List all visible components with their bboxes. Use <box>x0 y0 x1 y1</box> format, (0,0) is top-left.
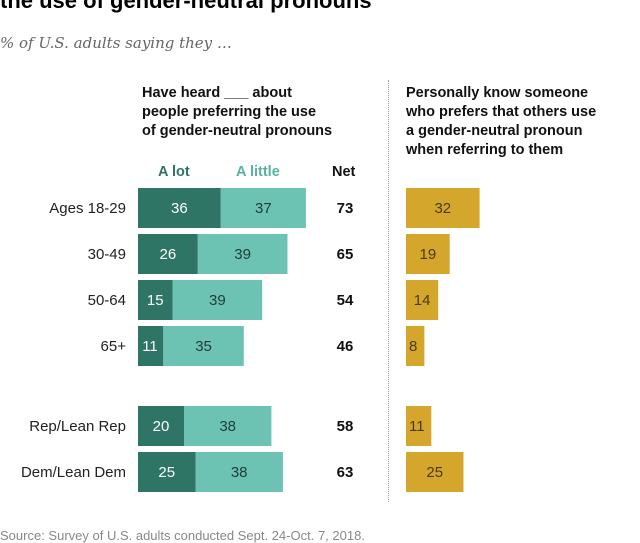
bar-know <box>406 406 432 446</box>
data-label-know: 8 <box>409 338 417 355</box>
data-label-a-lot: 36 <box>171 200 188 217</box>
heard-column-header: Have heard ___ about people preferring t… <box>142 84 332 141</box>
category-label: 30-49 <box>88 246 126 263</box>
data-label-a-lot: 11 <box>142 338 158 355</box>
know-header-line: when referring to them <box>406 142 564 158</box>
category-label: Ages 18-29 <box>49 200 126 217</box>
data-label-a-little: 37 <box>255 200 272 217</box>
bar-a-little <box>220 188 306 228</box>
bar-a-lot <box>138 452 196 492</box>
bar-know <box>406 452 464 492</box>
bar-a-lot <box>138 280 173 320</box>
data-label-net: 46 <box>337 338 354 355</box>
data-label-a-little: 38 <box>219 418 236 435</box>
heard-header-line: of gender-neutral pronouns <box>142 123 333 139</box>
data-label-know: 14 <box>414 292 431 309</box>
bar-a-lot <box>138 326 164 366</box>
chart-title: the use of gender-neutral pronouns <box>0 0 372 13</box>
bar-know <box>406 280 439 320</box>
bar-know <box>406 234 450 274</box>
data-label-a-little: 35 <box>195 338 212 355</box>
bar-a-lot <box>138 234 198 274</box>
data-label-net: 65 <box>337 246 354 263</box>
bar-a-little <box>163 326 244 366</box>
data-label-know: 19 <box>420 246 437 263</box>
data-label-a-little: 39 <box>234 246 251 263</box>
bar-a-little <box>195 452 283 492</box>
bar-know <box>406 326 425 366</box>
know-header-line: Personally know someone <box>406 85 589 101</box>
data-label-net: 63 <box>337 464 354 481</box>
data-label-a-lot: 20 <box>153 418 170 435</box>
category-label: 50-64 <box>88 292 126 309</box>
bar-a-little <box>184 406 272 446</box>
column-divider <box>388 80 389 502</box>
data-label-a-lot: 15 <box>147 292 164 309</box>
data-label-net: 58 <box>337 418 354 435</box>
heard-header-line: people preferring the use <box>142 104 317 120</box>
bar-a-little <box>197 234 288 274</box>
net-column-header: Net <box>332 164 356 180</box>
category-label: 65+ <box>101 338 127 355</box>
data-label-net: 73 <box>337 200 354 217</box>
data-label-a-lot: 26 <box>160 246 177 263</box>
category-label: Dem/Lean Dem <box>21 464 126 481</box>
data-label-know: 32 <box>434 200 451 217</box>
bar-a-little <box>172 280 263 320</box>
know-header-line: who prefers that others use <box>406 104 597 120</box>
bar-a-lot <box>138 188 221 228</box>
bar-a-lot <box>138 406 184 446</box>
know-header-line: a gender-neutral pronoun <box>406 123 583 139</box>
data-label-a-little: 39 <box>209 292 226 309</box>
data-label-a-lot: 25 <box>158 464 175 481</box>
chart-subtitle: % of U.S. adults saying they … <box>0 34 232 52</box>
data-label-a-little: 38 <box>231 464 248 481</box>
legend-a-little: A little <box>236 164 280 180</box>
data-label-know: 25 <box>426 464 443 481</box>
heard-header-line: Have heard ___ about <box>142 85 292 101</box>
category-label: Rep/Lean Rep <box>29 418 126 435</box>
legend-a-lot: A lot <box>158 164 190 180</box>
data-label-know: 11 <box>409 418 425 435</box>
data-label-net: 54 <box>337 292 354 309</box>
bar-know <box>406 188 480 228</box>
know-column-header: Personally know someone who prefers that… <box>406 84 596 160</box>
